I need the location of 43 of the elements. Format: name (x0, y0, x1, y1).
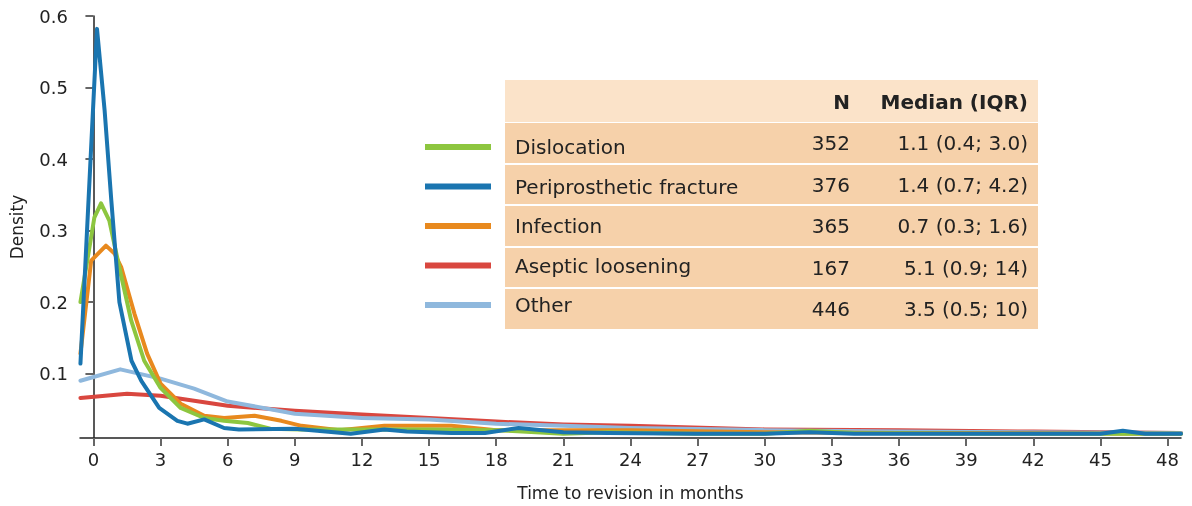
x-tick-label: 39 (954, 448, 978, 470)
x-tick-label: 21 (551, 448, 575, 470)
x-tick-label: 24 (619, 448, 642, 470)
annotation: 1.1 (0.4; 3.0) (897, 131, 1028, 155)
x-tick-label: 27 (686, 448, 710, 470)
y-tick-label: 0.1 (39, 363, 68, 385)
y-tick-label: 0.5 (39, 77, 68, 99)
annotation: 365 (811, 214, 850, 238)
annotation: N (833, 90, 850, 114)
legend-label: Periprosthetic fracture (515, 174, 739, 199)
x-tick-label: 18 (484, 448, 508, 470)
line-series (78, 26, 1183, 436)
legend-label: Aseptic loosening (515, 253, 692, 278)
annotation: 167 (811, 255, 850, 280)
annotation: 5.1 (0.9; 14) (903, 255, 1028, 280)
annotation: 3.5 (0.5; 10) (903, 297, 1028, 321)
x-tick-label: 42 (1021, 448, 1045, 470)
legend-label: Infection (515, 214, 603, 238)
y-tick-label: 0.2 (39, 291, 68, 313)
legend-label: Dislocation (515, 135, 626, 159)
annotation: Median (IQR) (880, 90, 1028, 114)
y-tick-label: 0.6 (39, 5, 68, 27)
x-tick-label: 6 (221, 448, 234, 470)
x-tick-label: 33 (820, 448, 844, 470)
x-tick-label: 3 (154, 448, 167, 470)
annotation: 0.7 (0.3; 1.6) (897, 214, 1028, 238)
x-tick-label: 0 (87, 448, 100, 470)
x-tick-label: 9 (289, 448, 301, 470)
annotation: 352 (811, 131, 850, 155)
x-tick-label: 36 (887, 448, 911, 470)
x-tick-label: 30 (753, 448, 777, 470)
x-tick-label: 48 (1156, 448, 1180, 470)
y-axis-title: Density (6, 194, 27, 260)
x-tick-label: 45 (1088, 448, 1112, 470)
annotation: 1.4 (0.7; 4.2) (897, 172, 1028, 197)
x-tick-label: 15 (417, 448, 441, 470)
annotation: 446 (811, 297, 850, 321)
annotation: 376 (811, 172, 850, 197)
x-tick-label: 12 (350, 448, 374, 470)
legend-label: Other (515, 293, 573, 317)
x-axis-title: Time to revision in months (516, 482, 744, 503)
y-tick-label: 0.3 (39, 220, 68, 242)
y-tick-label: 0.4 (39, 148, 68, 170)
